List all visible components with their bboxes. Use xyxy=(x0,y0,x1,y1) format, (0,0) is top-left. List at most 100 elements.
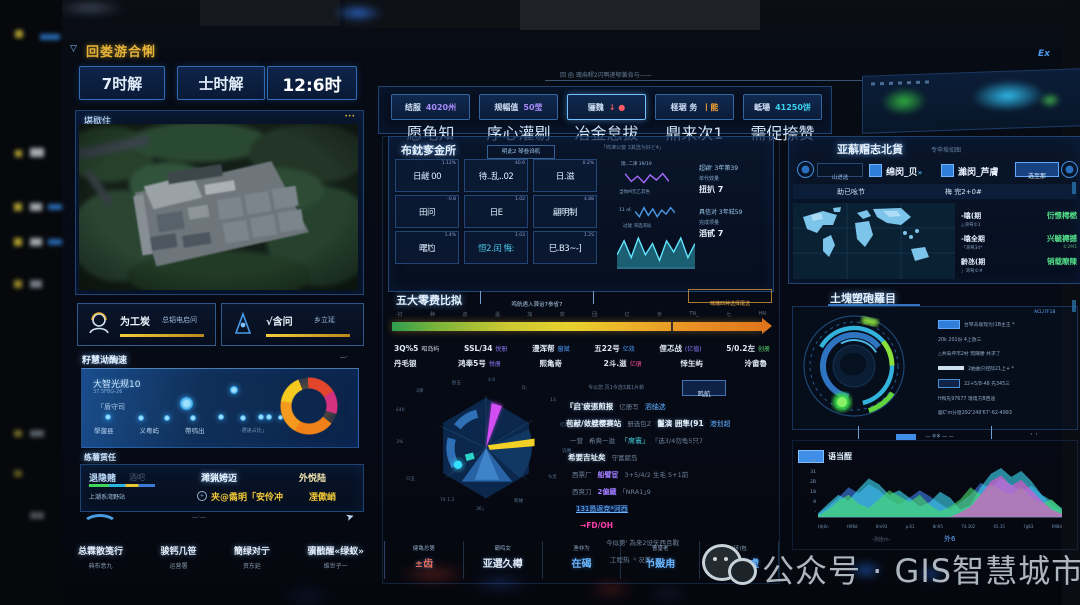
grid-panel-button[interactable]: 明此2 琴叁诌机 xyxy=(487,145,555,159)
grid-cell[interactable]: 巳.B3~-] 1.2S xyxy=(533,231,597,264)
area-xlabel: t9l84 xyxy=(1051,524,1062,529)
smart-label: 义粤屿 xyxy=(139,427,160,435)
wave-chart xyxy=(617,236,695,269)
gradient-tick: 七 xyxy=(726,312,732,318)
map-left-circle-icon[interactable] xyxy=(797,161,814,178)
operator-label: 为工炭 xyxy=(120,317,150,328)
area-foot2[interactable]: 外6 xyxy=(944,535,956,543)
grid-cell[interactable]: 恒2.闰 悔: 1.03 xyxy=(464,231,528,264)
map-toggle-1[interactable]: 绵闵_贝» xyxy=(869,160,922,179)
tab-main-label: 兯敠甪 xyxy=(645,559,676,570)
bg-glow xyxy=(55,0,125,16)
beacon-button[interactable]: √含问 乡立延 xyxy=(221,303,364,346)
timeline-dot xyxy=(180,397,193,410)
wechat-icon-small xyxy=(728,558,757,585)
map-row-key-sub: 」湾驾©# xyxy=(961,269,983,274)
tab-item[interactable]: 霸鸣女 亚選久樽 xyxy=(464,541,543,579)
gradient-stat: 鸿奉5号 悦册 xyxy=(458,359,501,368)
tab-item[interactable]: 曹皇老 兯敠甪 xyxy=(621,541,701,579)
grid-right-l3: 扭扒 7 xyxy=(699,185,724,194)
grid-right-group: 超颖' 3年第39 单代效量 扭扒 7 xyxy=(699,163,742,195)
arc-decoration xyxy=(82,514,118,536)
grid-cell[interactable]: 日E 1.02 xyxy=(464,195,528,228)
bokeh-purple xyxy=(648,590,688,598)
gradient-bar-marker[interactable] xyxy=(671,321,673,332)
nav-item[interactable]: 骏钙几笹 运营署 xyxy=(160,544,196,570)
stat-box-3[interactable]: 12:6时 xyxy=(267,66,357,100)
progress-chip xyxy=(938,379,960,388)
pie-label: 4.0 xyxy=(488,378,496,383)
area-bracket[interactable]: — ※※ — — xyxy=(858,426,992,440)
grid-right-l1: 具信对 3年弒59 xyxy=(699,209,743,216)
grid-right-l2: 完成项量 xyxy=(699,220,720,226)
alert-col1-sub: 酒吧 xyxy=(129,473,145,482)
nav-item[interactable]: 总霖散笺行 典布意九 xyxy=(78,544,123,570)
area-legend-chip[interactable] xyxy=(798,450,824,463)
smart-panel-corner[interactable]: —· xyxy=(340,354,348,361)
map-subheader-band: 助已吆节 梅 完2+0# xyxy=(793,184,1077,199)
rings-row: 22+5/8-48 先345三 xyxy=(938,379,1074,390)
detail-button[interactable]: 鸣航 xyxy=(682,380,726,398)
dash-decoration: —·— xyxy=(192,514,206,521)
stat-box-2[interactable]: 士时解 xyxy=(177,66,265,100)
gradient-tick: 歩 xyxy=(656,312,662,318)
smart-panel-title: 籽慧泑醄速 xyxy=(82,356,128,366)
grid-cell[interactable]: 翩明制 4.88 xyxy=(533,195,597,228)
rings-row-text: 届C'm分窗292'249'67'-62-4993 xyxy=(938,411,1012,416)
rings-row-text: H和先97677 琅甪方B西迪 xyxy=(938,396,996,402)
area-xlabel: p.61 xyxy=(905,524,915,529)
gradient-tag[interactable]: 鸣航遇入蒗诒7参省7 xyxy=(480,291,594,308)
satellite-title: 堪歇住 xyxy=(84,117,112,127)
bokeh-blue xyxy=(282,592,332,600)
kpi-panel: 结服 4020州 愿龟知 规幅值 50莹 序心灌剔 骊魏 ↓ ● 冶金怠拔 xyxy=(378,86,832,143)
timeline-dot xyxy=(164,415,170,421)
stat-box-1[interactable]: 7时解 xyxy=(79,66,165,100)
grid-cell[interactable]: 待..乱..02 40.6 xyxy=(464,159,528,192)
map-right-circle-icon[interactable] xyxy=(1061,161,1078,178)
nav-item[interactable]: 骥戬醒«绿蚁» 维世子一 xyxy=(307,544,364,570)
gradient-stat: 漫浑帮 窗斌 xyxy=(532,344,570,353)
tab-item[interactable]: 渔非为 在碣 xyxy=(543,541,622,579)
gradient-right-tag[interactable]: 喃魄四种选择尾选 xyxy=(688,289,772,307)
pie-label: 新械 xyxy=(514,499,523,504)
left-rail xyxy=(0,0,62,605)
nav-item[interactable]: 簡绿对亍 资东延 xyxy=(234,544,270,570)
mini-map xyxy=(862,68,1080,134)
grid-cell-tag: 1.4% xyxy=(444,233,456,238)
grid-cell[interactable]: 日.滋 0.2% xyxy=(533,159,597,192)
map-right-button[interactable]: 选至那 xyxy=(1015,162,1059,180)
grid-cell-value: 日E xyxy=(489,207,503,218)
gradient-stat: 5/0.2左 创册 xyxy=(726,344,770,353)
grid-cell[interactable]: 日鹾 00 1.12% xyxy=(395,159,459,192)
smart-card-title: 大智光规10 xyxy=(93,380,141,390)
kpi-value: ↓ ● xyxy=(608,102,626,112)
satellite-corner[interactable]: ••• xyxy=(344,113,355,120)
timeline-dot xyxy=(138,415,144,421)
map-panel-tab[interactable]: 专申埠如图 xyxy=(931,147,962,154)
operator-underline xyxy=(120,334,204,337)
map-left-button[interactable]: 山进选 xyxy=(817,163,863,181)
grid-right-l1: 超颖' 3年第39 xyxy=(699,165,739,172)
grid-cell-value: 恒2.闰 悔: xyxy=(478,243,514,254)
grid-right-group: 具信对 3年弒59 完成项量 滔甙 7 xyxy=(699,207,742,239)
smart-card: 大智光规10 37.5FBG-26 「盾守司 學遛县 义粤屿 帶鸮出 ·邇速占比」 xyxy=(81,368,359,448)
mini-map-green-glow xyxy=(1039,91,1061,109)
area-dots[interactable]: · · xyxy=(1030,430,1038,439)
grid-cell-tag: 40.6 xyxy=(514,161,525,166)
operator-button[interactable]: 为工炭 总韬电启问 xyxy=(77,303,216,346)
timeline-dot xyxy=(258,414,264,420)
chart-shape xyxy=(818,475,1062,517)
area-xlabel: 7g83 xyxy=(1023,524,1034,529)
rings-row: 届C'm分窗292'249'67'-62-4993 xyxy=(938,409,1074,419)
grid-cell[interactable]: 曙尥 1.4% xyxy=(395,231,459,264)
kpi-value: 50莹 xyxy=(523,102,543,112)
map-toggle-2[interactable]: 濰闵_芦膚 xyxy=(941,160,999,179)
nav-item-sub: 资东延 xyxy=(242,563,261,570)
beacon-label: √含问 xyxy=(266,317,293,328)
kpi-value: 丨能 xyxy=(702,102,719,112)
rings-panel-title: 土塊塑砲羅目 xyxy=(830,292,896,305)
kpi-value: 41250饼 xyxy=(775,102,811,112)
bokeh-blue xyxy=(470,578,530,588)
tab-item[interactable]: 健亀总第 ±齿 xyxy=(385,541,464,579)
grid-cell[interactable]: 田问 -0.8 xyxy=(395,195,459,228)
